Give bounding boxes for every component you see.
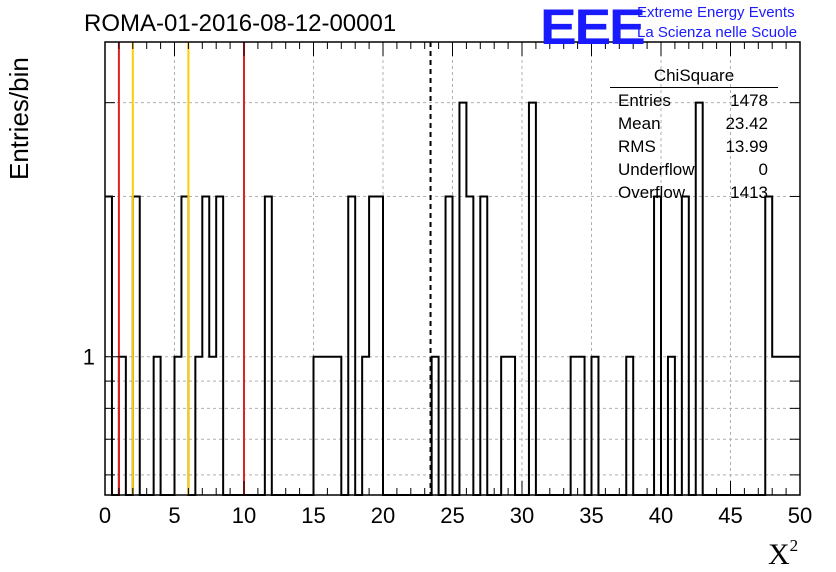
histogram-outline [105,101,800,496]
histogram-bin [105,196,112,495]
histogram-bin [578,357,585,495]
histogram-bin [592,357,599,495]
histogram-bin [314,357,321,495]
stats-box: ChiSquare Entries 1478 Mean 23.42 RMS 13.99… [610,66,778,204]
stats-row: Overflow 1413 [610,181,778,204]
stats-value: 0 [758,160,768,179]
histogram-bin [216,196,223,495]
histogram-bin [772,357,779,495]
x-tick-label: 35 [579,503,603,528]
x-tick-label: 0 [99,503,111,528]
axis-ticks: 0 5 10 15 20 25 30 35 40 45 50 1 [83,42,812,528]
chart-title: ROMA-01-2016-08-12-00001 [84,10,397,37]
histogram-bin [202,196,209,495]
histogram-bin [362,357,369,495]
histogram-bin [779,357,786,495]
histogram-bin [626,357,633,495]
stats-label: Overflow [618,183,686,202]
x-tick-label: 30 [510,503,534,528]
histogram-bin [459,103,466,495]
histogram-bin [668,357,675,495]
histogram-bin [501,357,508,495]
histogram-bin [348,196,355,495]
histogram-bin [480,196,487,495]
histogram-bin [327,357,334,495]
histogram-bin [133,196,140,495]
histogram-bin [369,196,376,495]
x-tick-label: 20 [371,503,395,528]
stats-label: Entries [618,91,671,110]
histogram-bin [334,357,341,495]
stats-row: Entries 1478 [610,89,778,112]
x-tick-label: 45 [718,503,742,528]
logo-line-1: Extreme Energy Events [637,4,795,21]
stats-label: Underflow [618,160,695,179]
x-axis-label: X2 [768,536,798,572]
y-tick-label: 1 [83,345,95,370]
logo-line-2: La Scienza nelle Scuole [637,24,798,41]
histogram-bin [432,357,439,495]
histogram-bin [154,357,161,495]
x-axis-label-exponent: 2 [789,536,799,555]
stats-value: 23.42 [725,114,768,133]
histogram-bin [765,196,772,495]
histogram-bin [786,357,793,495]
y-axis-label: Entries/bin [4,57,34,180]
x-tick-label: 25 [440,503,464,528]
histogram-bin [571,357,578,495]
x-axis-label-symbol: X [768,538,790,571]
stats-value: 1413 [730,183,768,202]
stats-value: 13.99 [725,137,768,156]
histogram-bin [466,196,473,495]
histogram-bin [265,196,272,495]
x-tick-label: 5 [168,503,180,528]
stats-value: 1478 [730,91,768,110]
histogram-bin [446,196,453,495]
histogram-bin [529,103,536,495]
histogram-bin [320,357,327,495]
histogram-bin [793,357,800,495]
stats-title: ChiSquare [610,66,778,88]
histogram-bin [195,357,202,495]
x-tick-label: 50 [788,503,812,528]
stats-label: Mean [618,114,661,133]
stats-row: Underflow 0 [610,158,778,181]
histogram-bars [105,101,800,496]
histogram-bin [376,196,383,495]
reference-lines [117,42,432,495]
histogram-bin [682,196,689,495]
histogram-bin [209,357,216,495]
stats-row: RMS 13.99 [610,135,778,158]
histogram-bin [654,196,661,495]
stats-label: RMS [618,137,656,156]
stats-row: Mean 23.42 [610,112,778,135]
eee-logo: EEE [540,0,646,55]
x-tick-label: 15 [301,503,325,528]
histogram-bin [508,357,515,495]
histogram-bin [175,357,182,495]
x-tick-label: 10 [232,503,256,528]
histogram-bin [119,357,126,495]
x-tick-label: 40 [649,503,673,528]
histogram-bin [181,196,188,495]
